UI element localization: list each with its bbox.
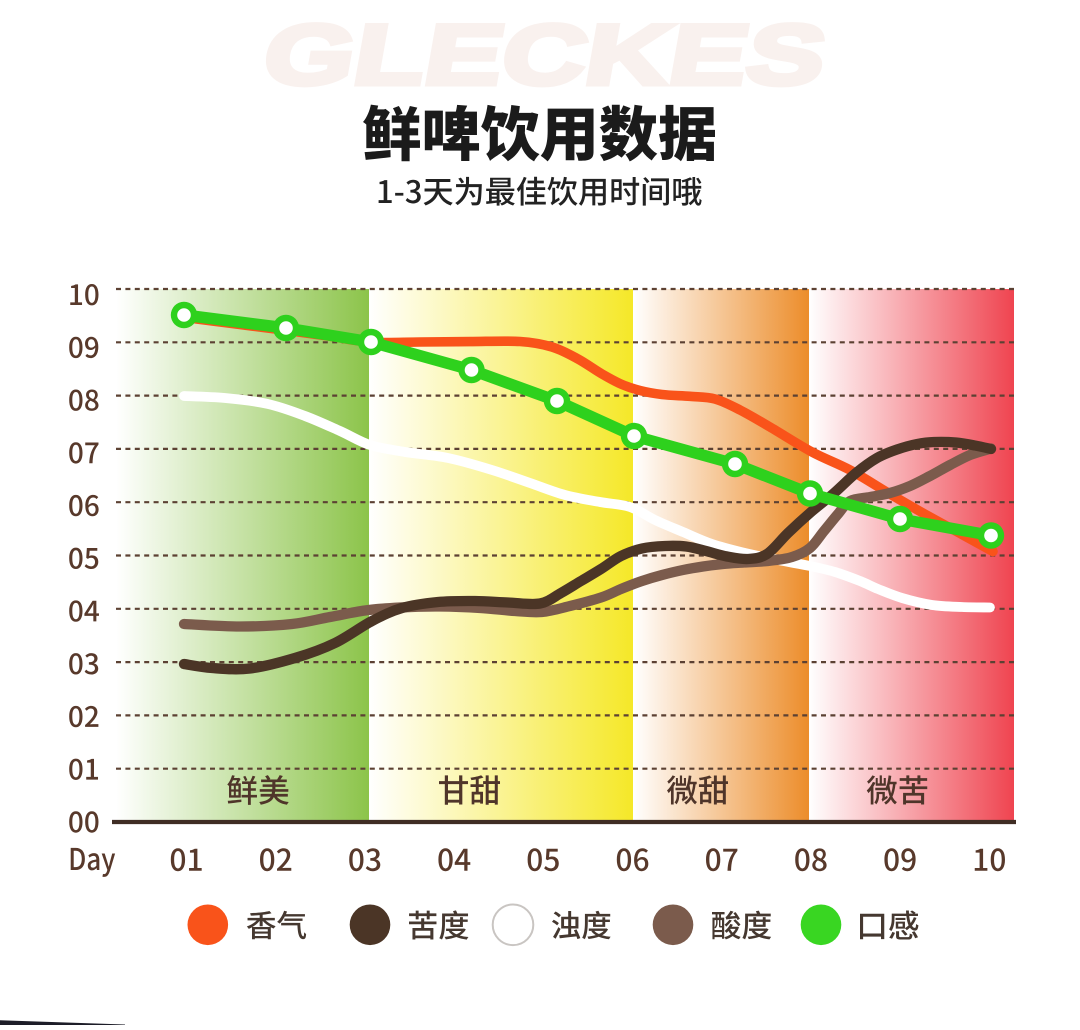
svg-text:GLECKES: GLECKES [257,8,834,103]
